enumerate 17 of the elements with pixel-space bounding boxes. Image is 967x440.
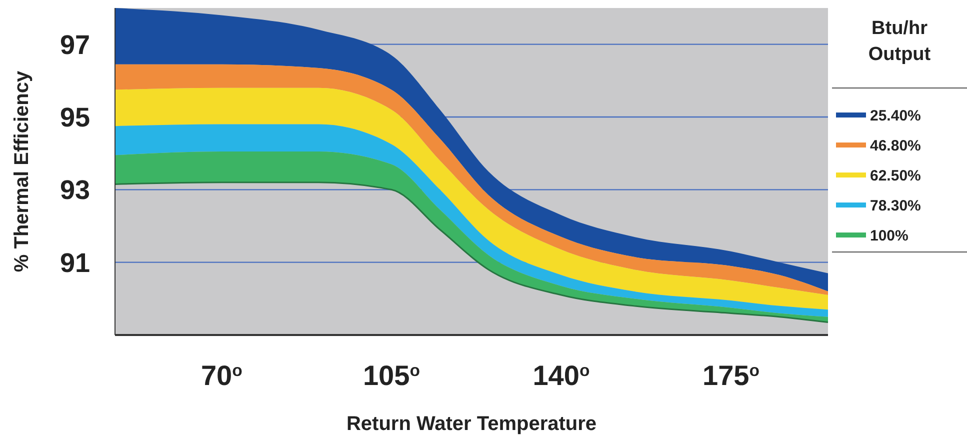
y-axis-title: % Thermal Efficiency bbox=[11, 70, 33, 272]
x-tick-label: 175$^{o}$ bbox=[702, 360, 760, 391]
line-series bbox=[114, 182, 829, 324]
x-tick-label: 70$^{o}$ bbox=[200, 360, 242, 391]
legend-label: 46.80% bbox=[870, 137, 921, 154]
x-tick-label: 105$^{o}$ bbox=[362, 360, 420, 391]
x-tick-label: 140$^{o}$ bbox=[532, 360, 590, 391]
y-tick-label: 95 bbox=[60, 102, 90, 132]
x-axis-title: Return Water Temperature bbox=[346, 413, 597, 435]
legend-label: 25.40% bbox=[870, 107, 921, 124]
y-tick-label: 97 bbox=[60, 30, 90, 60]
legend-label: 100% bbox=[870, 227, 908, 244]
legend-label: 62.50% bbox=[870, 167, 921, 184]
legend-title: Btu/hr Output bbox=[868, 18, 932, 65]
legend-label: 78.30% bbox=[870, 197, 921, 214]
y-tick-label: 91 bbox=[60, 248, 90, 278]
y-tick-label: 93 bbox=[60, 175, 90, 206]
